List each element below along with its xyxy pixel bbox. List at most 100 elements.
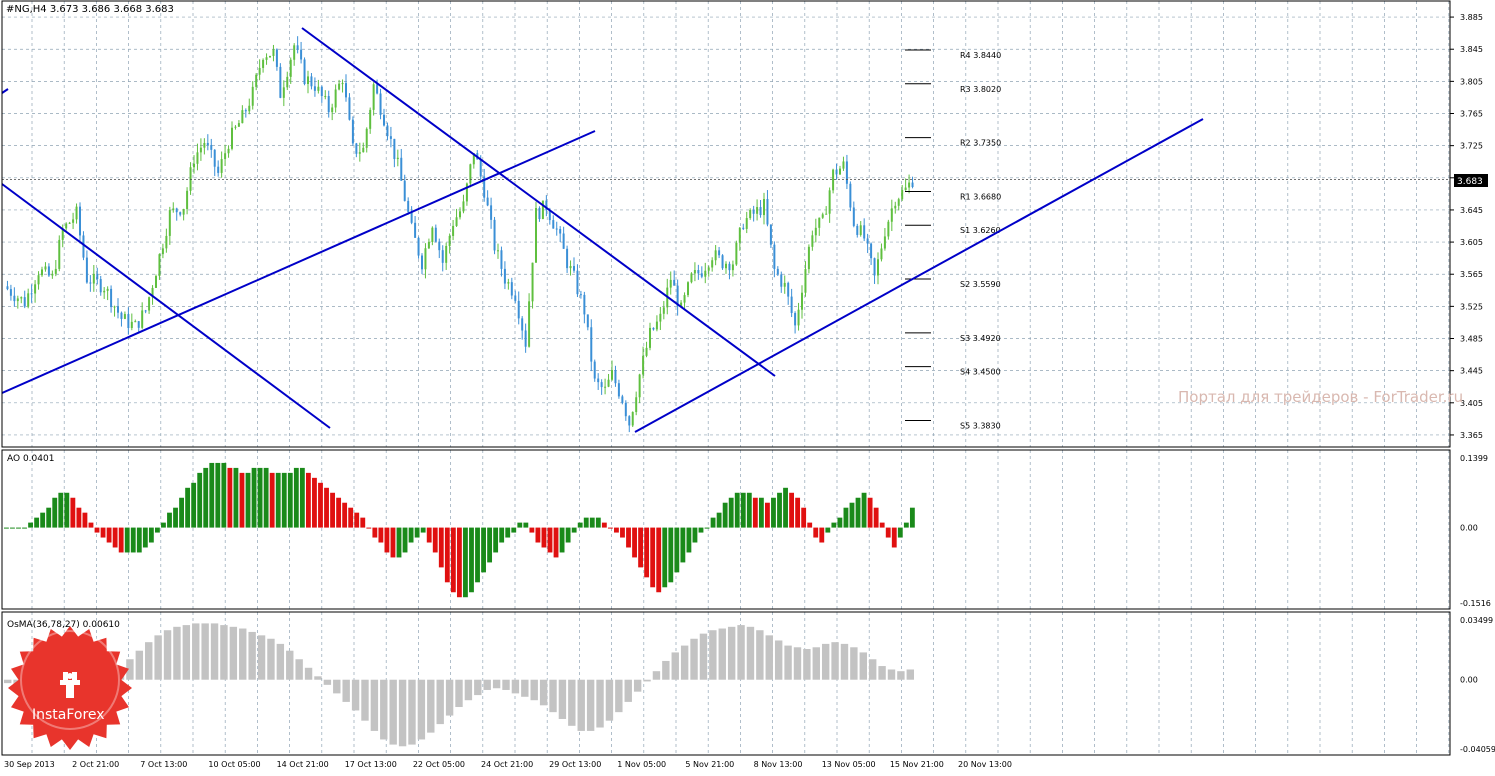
- candle-body: [759, 207, 762, 216]
- ao-bar: [366, 527, 372, 529]
- x-tick-label: 10 Oct 05:00: [208, 760, 260, 769]
- ao-bar: [746, 492, 752, 528]
- osma-bar: [333, 679, 341, 694]
- main-price-panel[interactable]: R4 3.8440 R3 3.8020 R2 3.7350 R1 3.6680 S1 3…: [1, 27, 1450, 433]
- candle-body: [106, 288, 109, 291]
- instaforex-logo[interactable]: InstaForex: [8, 626, 132, 750]
- ao-bar: [432, 527, 438, 553]
- osma-bar: [370, 679, 379, 731]
- candle-body: [92, 273, 95, 284]
- osma-bar: [727, 626, 736, 680]
- ao-bar: [82, 512, 88, 528]
- candle-body: [414, 222, 417, 238]
- ao-bar: [758, 497, 764, 528]
- ao-bar: [52, 497, 58, 528]
- ao-tick-label: 0.1399: [1460, 454, 1488, 463]
- candle-body: [61, 228, 64, 240]
- ao-bar: [215, 462, 221, 528]
- candle-body: [538, 208, 541, 220]
- ao-bar: [469, 527, 474, 593]
- ao-bar: [384, 527, 390, 553]
- candle-body: [604, 386, 607, 388]
- ao-bar: [553, 527, 559, 558]
- candle-body: [75, 206, 78, 220]
- candle-body: [649, 327, 651, 348]
- ao-indicator-panel[interactable]: [4, 462, 915, 598]
- candle-body: [265, 57, 268, 60]
- osma-bar: [577, 679, 585, 731]
- y-tick-label: 3.845: [1460, 45, 1483, 54]
- candle-body: [545, 200, 548, 211]
- candle-body: [434, 227, 437, 242]
- osma-bar: [784, 645, 792, 680]
- ao-bar: [638, 527, 644, 568]
- ao-bar: [855, 497, 861, 528]
- candle-body: [901, 190, 904, 200]
- ao-bar: [680, 527, 686, 563]
- candle-body: [894, 205, 897, 209]
- ao-bar: [203, 467, 209, 528]
- ao-bar: [450, 527, 456, 593]
- candle-body: [524, 330, 527, 347]
- ao-bar: [601, 522, 607, 528]
- osma-bar: [182, 625, 191, 680]
- x-tick-label: 13 Nov 05:00: [822, 760, 876, 769]
- candle-body: [244, 110, 247, 112]
- ao-bar: [710, 517, 716, 528]
- candle-body: [327, 96, 330, 113]
- candle-body: [839, 168, 841, 175]
- candle-body: [217, 166, 220, 173]
- candle-body: [645, 347, 648, 356]
- osma-bar: [248, 631, 256, 680]
- candle-body: [828, 190, 831, 214]
- x-tick-label: 5 Nov 21:00: [685, 760, 734, 769]
- candle-body: [362, 147, 365, 153]
- osma-bar: [239, 628, 247, 680]
- osma-bar: [323, 679, 332, 685]
- ao-bar: [595, 517, 601, 528]
- candle-body: [220, 159, 223, 173]
- ao-bar: [16, 527, 21, 529]
- candle-body: [635, 397, 638, 413]
- candle-body: [849, 183, 852, 208]
- ao-bar: [70, 497, 76, 528]
- ao-bar: [529, 527, 535, 533]
- candle-body: [99, 279, 102, 293]
- ao-bar: [402, 527, 408, 553]
- y-tick-label: 3.805: [1460, 77, 1483, 86]
- candle-body: [780, 274, 783, 287]
- candle-body: [714, 250, 717, 261]
- candle-body: [842, 161, 845, 169]
- x-tick-label: 20 Nov 13:00: [958, 760, 1012, 769]
- candle-body: [141, 310, 144, 328]
- osma-bar: [812, 647, 820, 680]
- ao-bar: [312, 477, 317, 528]
- candle-body: [203, 142, 206, 148]
- candle-body: [317, 86, 320, 91]
- ao-bar: [330, 492, 335, 528]
- candle-body: [358, 152, 361, 154]
- ao-bar: [873, 507, 879, 528]
- candle-body: [334, 89, 337, 108]
- ao-bar: [752, 497, 758, 528]
- y-tick-label: 3.405: [1460, 399, 1483, 408]
- osma-bar: [427, 679, 435, 733]
- ao-bar: [511, 527, 517, 533]
- osma-bar: [342, 679, 350, 702]
- osma-bar: [586, 679, 595, 731]
- candle-body: [500, 250, 503, 269]
- candle-body: [794, 312, 797, 326]
- osma-bar: [737, 625, 745, 680]
- ao-bar: [438, 527, 444, 568]
- osma-bar: [746, 626, 755, 680]
- osma-bar: [690, 638, 698, 680]
- osma-bar: [709, 630, 717, 680]
- y-tick-label: 3.645: [1460, 206, 1483, 215]
- candle-body: [151, 287, 154, 298]
- candle-body: [237, 123, 240, 127]
- candle-body: [528, 301, 531, 347]
- candle-body: [234, 126, 237, 128]
- candle-body: [365, 128, 368, 148]
- ao-bar: [456, 527, 462, 598]
